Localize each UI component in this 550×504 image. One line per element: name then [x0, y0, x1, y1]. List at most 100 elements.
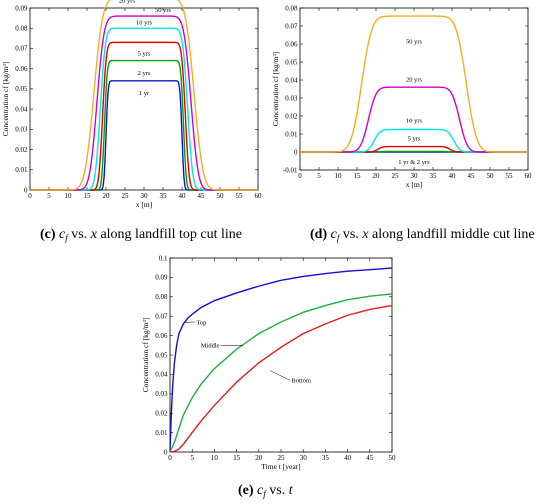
chart-e-vs-time: 0 5 10 15 20 25 30 35 40 45 50 0 0.01 0.02 0.03 0.04 0.0… — [141, 254, 396, 471]
caption-e: (e) cf vs. t — [238, 483, 294, 499]
x-tick-label: 40 — [179, 192, 187, 200]
y-tick-label: 0.06 — [155, 332, 168, 340]
x-tick-label: 45 — [198, 192, 206, 200]
y-tick-label: 0.09 — [155, 274, 168, 282]
x-tick-label: 50 — [487, 172, 495, 180]
series-line-20-yrs — [30, 0, 258, 191]
plot-frame — [299, 7, 529, 171]
x-tick-label: 15 — [233, 454, 241, 462]
annotation-label: 2 yrs — [138, 70, 151, 77]
annotation-label: 1 yr & 2 yrs — [398, 159, 430, 166]
x-tick-label: 35 — [430, 172, 438, 180]
chart-c-top-cut-line: 0 5 10 15 20 25 30 35 40 45 50 55 60 0 0.01 0.02 0.03 0.0… — [1, 0, 262, 209]
annotation-label: 5 yrs — [408, 136, 421, 143]
x-tick-label: 40 — [449, 172, 457, 180]
x-tick-label: 0 — [28, 192, 32, 200]
series-line-2-yrs — [30, 59, 258, 191]
annotation-label: Top — [196, 319, 206, 326]
y-axis-label: Concentration cf [kg/m³] — [141, 318, 150, 393]
series-line-middle — [169, 293, 393, 453]
annotation-label: Middle — [201, 343, 220, 350]
annotation-label: 1 yr — [139, 90, 150, 97]
y-tick-label: 0 — [294, 148, 298, 156]
x-tick-label: 30 — [141, 192, 149, 200]
x-tick-label: 30 — [411, 172, 419, 180]
x-tick-label: 50 — [389, 454, 397, 462]
x-tick-label: 5 — [47, 192, 51, 200]
x-tick-label: 30 — [300, 454, 308, 462]
x-tick-label: 25 — [278, 454, 286, 462]
y-tick-label: 0 — [24, 186, 28, 194]
y-tick-label: 0.08 — [155, 293, 168, 301]
x-tick-label: 10 — [211, 454, 219, 462]
series-line-bottom — [169, 304, 393, 453]
x-tick-label: 10 — [65, 192, 73, 200]
series-line-5-yrs — [30, 41, 258, 191]
annotation-label: 20 yrs — [406, 76, 423, 83]
svg-text:(d) cf vs. x alo: (d) cf vs. x along landfill middle cut l… — [310, 227, 535, 243]
x-tick-label: 35 — [322, 454, 330, 462]
svg-text:(c) cf vs. x alo: (c) cf vs. x along landfill top cut line — [40, 227, 242, 243]
x-tick-label: 0 — [298, 172, 302, 180]
y-tick-label: 0.04 — [155, 371, 168, 379]
y-tick-label: 0.07 — [155, 313, 168, 321]
y-tick-label: 0.01 — [15, 166, 28, 174]
x-tick-label: 5 — [190, 454, 194, 462]
x-tick-label: 20 — [255, 454, 263, 462]
x-tick-label: 35 — [160, 192, 168, 200]
y-tick-label: 0.05 — [155, 351, 168, 359]
y-tick-label: 0.04 — [285, 76, 298, 84]
caption-d: (d) cf vs. x along landfill middle cut l… — [310, 227, 535, 243]
x-tick-label: 55 — [236, 192, 244, 200]
y-tick-label: 0.02 — [15, 146, 28, 154]
x-tick-label: 60 — [525, 172, 533, 180]
x-axis-label: Time t [year] — [261, 462, 300, 471]
annotation-label: 10 yrs — [406, 118, 423, 125]
x-tick-label: 50 — [217, 192, 225, 200]
x-tick-label: 25 — [122, 192, 130, 200]
y-tick-label: 0.09 — [15, 4, 28, 12]
series-line-50-yrs — [300, 15, 528, 153]
x-tick-label: 25 — [392, 172, 400, 180]
plot-frame — [29, 7, 259, 191]
y-tick-label: -0.01 — [283, 166, 298, 174]
x-axis-label: x [m] — [406, 180, 422, 189]
annotation-label: 20 yrs — [119, 0, 136, 5]
caption-c: (c) cf vs. x along landfill top cut line — [40, 227, 242, 243]
x-tick-label: 55 — [506, 172, 514, 180]
y-tick-label: 0.06 — [285, 40, 298, 48]
y-tick-label: 0.04 — [15, 105, 28, 113]
y-tick-label: 0.05 — [15, 85, 28, 93]
y-axis-label: Concentration cf [kg/m³] — [1, 62, 10, 137]
x-tick-label: 5 — [317, 172, 321, 180]
x-tick-label: 20 — [373, 172, 381, 180]
x-axis-label: x [m] — [136, 200, 152, 209]
y-tick-label: 0.03 — [15, 126, 28, 134]
annotation-label: 10 yrs — [136, 19, 153, 26]
annotation-label: 50 yrs — [406, 39, 423, 46]
y-axis-label: Concentration cf [kg/m³] — [271, 52, 280, 127]
x-tick-label: 0 — [168, 454, 172, 462]
y-tick-label: 0.06 — [15, 65, 28, 73]
y-tick-label: 0.01 — [285, 130, 298, 138]
x-tick-label: 45 — [468, 172, 476, 180]
x-tick-label: 10 — [335, 172, 343, 180]
plot-frame — [169, 257, 393, 453]
y-tick-label: 0.08 — [15, 25, 28, 33]
y-tick-label: 0.1 — [159, 254, 168, 262]
chart-d-middle-cut-line: 0 5 10 15 20 25 30 35 40 45 50 55 60-0.0100.010.020.… — [271, 4, 532, 189]
x-tick-label: 60 — [255, 192, 263, 200]
y-tick-label: 0.03 — [285, 94, 298, 102]
y-tick-label: 0.07 — [15, 45, 28, 53]
series-line-1-yr — [30, 80, 258, 191]
x-tick-label: 40 — [344, 454, 352, 462]
y-tick-label: 0.05 — [285, 58, 298, 66]
annotation-label: 5 yrs — [138, 51, 151, 58]
x-tick-label: 15 — [354, 172, 362, 180]
y-tick-label: 0.08 — [285, 4, 298, 12]
y-tick-label: 0.02 — [155, 410, 168, 418]
x-tick-label: 15 — [84, 192, 92, 200]
y-tick-label: 0.01 — [155, 429, 168, 437]
x-tick-label: 20 — [103, 192, 111, 200]
